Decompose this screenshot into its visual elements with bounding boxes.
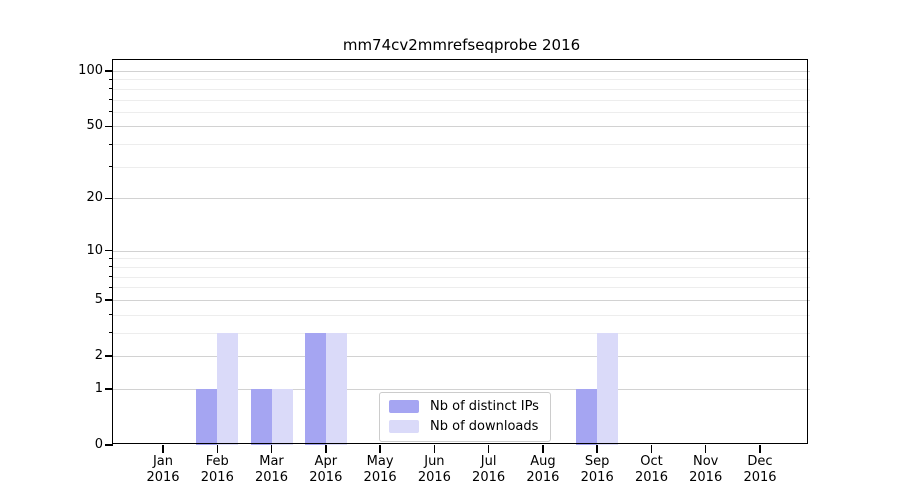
minor-gridline <box>113 287 810 289</box>
legend-swatch-distinct-ips <box>389 400 419 413</box>
minor-gridline <box>113 144 810 146</box>
x-tick-label-mar: Mar 2016 <box>254 454 289 485</box>
y-minor-tick-mark <box>109 332 113 334</box>
y-tick-mark <box>105 388 113 390</box>
x-tick-label-feb: Feb 2016 <box>200 454 234 485</box>
legend-label-downloads: Nb of downloads <box>430 419 539 434</box>
x-tick-label-dec: Dec 2016 <box>743 454 777 485</box>
minor-gridline <box>113 99 810 101</box>
x-tick-label-apr: Apr 2016 <box>309 454 343 485</box>
x-tick-mark <box>325 445 327 453</box>
legend-item-distinct-ips: Nb of distinct IPs <box>389 399 539 414</box>
x-tick-mark <box>379 445 381 453</box>
x-tick-mark <box>704 445 707 453</box>
major-gridline <box>113 388 810 390</box>
legend-label-distinct-ips: Nb of distinct IPs <box>430 399 539 414</box>
x-tick-label-sep: Sep 2016 <box>580 454 614 485</box>
y-minor-tick-mark <box>109 266 113 268</box>
x-tick-mark <box>759 445 761 453</box>
y-minor-tick-mark <box>109 111 113 113</box>
bar-nb-of-distinct-ips-apr <box>304 332 326 445</box>
y-tick-label: 5 <box>94 291 103 307</box>
x-tick-mark <box>596 445 598 453</box>
minor-gridline <box>113 314 810 316</box>
minor-gridline <box>113 111 810 113</box>
major-gridline <box>113 198 810 200</box>
minor-gridline <box>113 258 810 260</box>
legend: Nb of distinct IPs Nb of downloads <box>379 392 551 442</box>
x-tick-label-oct: Oct 2016 <box>634 454 669 485</box>
y-tick-label: 100 <box>78 63 103 78</box>
minor-gridline <box>113 276 810 278</box>
y-minor-tick-mark <box>109 276 113 277</box>
bar-nb-of-downloads-apr <box>325 332 347 445</box>
y-tick-mark <box>105 444 113 446</box>
y-tick-label: 50 <box>86 118 103 134</box>
y-minor-tick-mark <box>109 88 113 90</box>
y-minor-tick-mark <box>109 166 113 168</box>
x-tick-mark <box>650 445 653 453</box>
y-minor-tick-mark <box>109 286 113 288</box>
x-tick-label-may: May 2016 <box>363 454 397 485</box>
bar-nb-of-downloads-sep <box>597 332 619 445</box>
x-tick-label-jul: Jul 2016 <box>472 454 506 485</box>
x-tick-mark <box>270 445 273 453</box>
x-tick-mark <box>162 445 164 453</box>
y-tick-label: 2 <box>94 348 103 363</box>
x-tick-label-jun: Jun 2016 <box>417 454 451 485</box>
y-tick-label: 10 <box>86 242 103 258</box>
legend-item-downloads: Nb of downloads <box>389 419 539 434</box>
y-tick-mark <box>105 70 113 72</box>
bar-nb-of-distinct-ips-sep <box>576 388 598 445</box>
minor-gridline <box>113 166 810 168</box>
y-tick-label: 20 <box>86 190 103 206</box>
y-minor-tick-mark <box>109 257 113 259</box>
y-tick-label: 0 <box>94 437 103 452</box>
x-tick-label-nov: Nov 2016 <box>689 454 723 485</box>
y-tick-label: 1 <box>94 380 103 396</box>
x-tick-mark <box>433 445 436 453</box>
x-tick-mark <box>216 445 219 453</box>
x-tick-mark <box>487 445 490 453</box>
y-minor-tick-mark <box>109 78 113 80</box>
bar-nb-of-distinct-ips-feb <box>196 388 218 445</box>
minor-gridline <box>113 88 810 90</box>
bar-nb-of-distinct-ips-mar <box>250 388 272 445</box>
y-tick-mark <box>105 249 113 252</box>
x-tick-label-jan: Jan 2016 <box>146 454 180 485</box>
bar-nb-of-downloads-feb <box>217 332 239 445</box>
y-minor-tick-mark <box>109 99 113 101</box>
minor-gridline <box>113 332 810 334</box>
y-tick-mark <box>105 125 113 128</box>
minor-gridline <box>113 79 810 81</box>
major-gridline <box>113 71 810 72</box>
legend-swatch-downloads <box>389 420 419 433</box>
x-tick-mark <box>542 445 544 453</box>
y-minor-tick-mark <box>109 314 113 316</box>
major-gridline <box>113 250 810 252</box>
major-gridline <box>113 126 810 128</box>
major-gridline <box>113 299 810 301</box>
y-tick-mark <box>105 355 113 357</box>
y-tick-mark <box>105 299 113 301</box>
x-tick-label-aug: Aug 2016 <box>526 454 560 485</box>
y-minor-tick-mark <box>109 143 113 145</box>
chart-title: mm74cv2mmrefseqprobe 2016 <box>342 36 581 54</box>
bar-nb-of-downloads-mar <box>271 388 293 445</box>
major-gridline <box>113 356 810 357</box>
y-tick-mark <box>105 197 113 200</box>
minor-gridline <box>113 266 810 268</box>
